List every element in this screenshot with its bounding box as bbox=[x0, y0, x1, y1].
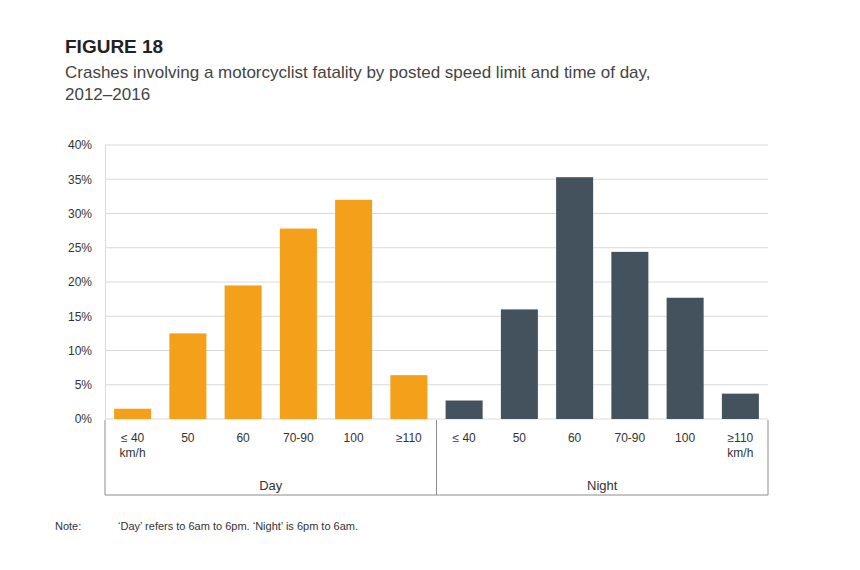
y-tick: 25% bbox=[68, 241, 105, 255]
grid bbox=[105, 145, 768, 419]
bar bbox=[501, 309, 538, 419]
y-tick-label: 30% bbox=[68, 207, 92, 221]
chart-container: FIGURE 18 Crashes involving a motorcyclis… bbox=[0, 0, 860, 570]
bar bbox=[280, 229, 317, 419]
x-tick-label-line: 60 bbox=[568, 431, 582, 445]
group-brackets: Day Night bbox=[105, 420, 768, 495]
note: ‘Day’ refers to 6am to 6pm. ‘Night’ is 6… bbox=[118, 520, 358, 532]
x-tick-label-line: ≥110 bbox=[396, 431, 422, 445]
x-tick-label-line: ≤ 40 bbox=[121, 431, 145, 445]
y-tick-label: 5% bbox=[75, 378, 93, 392]
note-label: Note: bbox=[55, 520, 81, 532]
grid-line bbox=[105, 179, 768, 180]
y-tick-label: 20% bbox=[68, 275, 92, 289]
y-tick: 10% bbox=[68, 344, 105, 358]
x-tick-label: 60 bbox=[568, 431, 582, 445]
group-divider bbox=[436, 420, 437, 495]
group-label: Day bbox=[259, 478, 283, 493]
grid-line bbox=[105, 247, 768, 248]
y-tick: 35% bbox=[68, 173, 105, 187]
x-tick-label-line: ≤ 40 bbox=[452, 431, 476, 445]
y-tick-label: 10% bbox=[68, 344, 92, 358]
y-axis-line bbox=[105, 146, 106, 420]
y-tick-label: 35% bbox=[68, 173, 92, 187]
subtitle: Crashes involving a motorcyclist fatalit… bbox=[65, 63, 651, 104]
subtitle-line: Crashes involving a motorcyclist fatalit… bbox=[65, 63, 651, 82]
x-tick-label: 50 bbox=[513, 431, 527, 445]
chart-svg: FIGURE 18 Crashes involving a motorcyclis… bbox=[0, 0, 860, 570]
bar bbox=[225, 285, 262, 419]
x-tick-label-line: 100 bbox=[344, 431, 364, 445]
x-tick-label: ≥110km/h bbox=[727, 431, 753, 460]
x-tick-label-line: 50 bbox=[513, 431, 527, 445]
x-tick-label: 50 bbox=[181, 431, 195, 445]
bars bbox=[114, 177, 759, 419]
y-tick: 15% bbox=[68, 310, 105, 324]
x-tick-label: 100 bbox=[675, 431, 695, 445]
y-tick: 30% bbox=[68, 207, 105, 221]
group-divider bbox=[768, 420, 769, 495]
y-tick: 5% bbox=[75, 378, 105, 392]
x-tick-label-line: 60 bbox=[236, 431, 250, 445]
x-tick-label: 100 bbox=[344, 431, 364, 445]
bar bbox=[169, 333, 206, 419]
x-tick-label-line: km/h bbox=[120, 446, 146, 460]
x-tick-label-line: 100 bbox=[675, 431, 695, 445]
group-baseline bbox=[105, 495, 768, 496]
x-tick-label-line: ≥110 bbox=[728, 431, 754, 445]
group-divider bbox=[105, 420, 106, 495]
y-tick: 40% bbox=[68, 138, 105, 152]
y-tick-label: 15% bbox=[68, 310, 92, 324]
grid-line bbox=[105, 213, 768, 214]
x-tick-label: 70-90 bbox=[615, 431, 646, 445]
bar bbox=[446, 401, 483, 419]
group-label: Night bbox=[587, 478, 618, 493]
title: FIGURE 18 bbox=[65, 36, 163, 57]
y-tick-label: 0% bbox=[75, 412, 93, 426]
bar bbox=[556, 177, 593, 419]
bar bbox=[335, 200, 372, 419]
y-tick-label: 40% bbox=[68, 138, 92, 152]
x-tick-label: 70-90 bbox=[283, 431, 314, 445]
grid-line bbox=[105, 282, 768, 283]
y-tick: 0% bbox=[75, 412, 105, 426]
bar bbox=[114, 409, 151, 419]
x-tick-label: ≥110 bbox=[396, 431, 422, 445]
x-tick-label: 60 bbox=[236, 431, 250, 445]
bar bbox=[667, 298, 704, 419]
x-tick-label-line: 50 bbox=[181, 431, 195, 445]
subtitle-line: 2012–2016 bbox=[65, 85, 150, 104]
x-tick-label-line: 70-90 bbox=[615, 431, 646, 445]
x-tick-label: ≤ 40km/h bbox=[120, 431, 146, 460]
x-tick-label-line: km/h bbox=[727, 446, 753, 460]
y-tick-label: 25% bbox=[68, 241, 92, 255]
bar bbox=[611, 252, 648, 419]
bar bbox=[390, 375, 427, 419]
bar bbox=[722, 394, 759, 419]
x-tick-label-line: 70-90 bbox=[283, 431, 314, 445]
y-tick: 20% bbox=[68, 275, 105, 289]
grid-line bbox=[105, 145, 768, 146]
y-axis: 0% 5% 10% 15% 20% 25% 30% 35% 40% bbox=[68, 138, 106, 426]
x-tick-label: ≤ 40 bbox=[452, 431, 476, 445]
